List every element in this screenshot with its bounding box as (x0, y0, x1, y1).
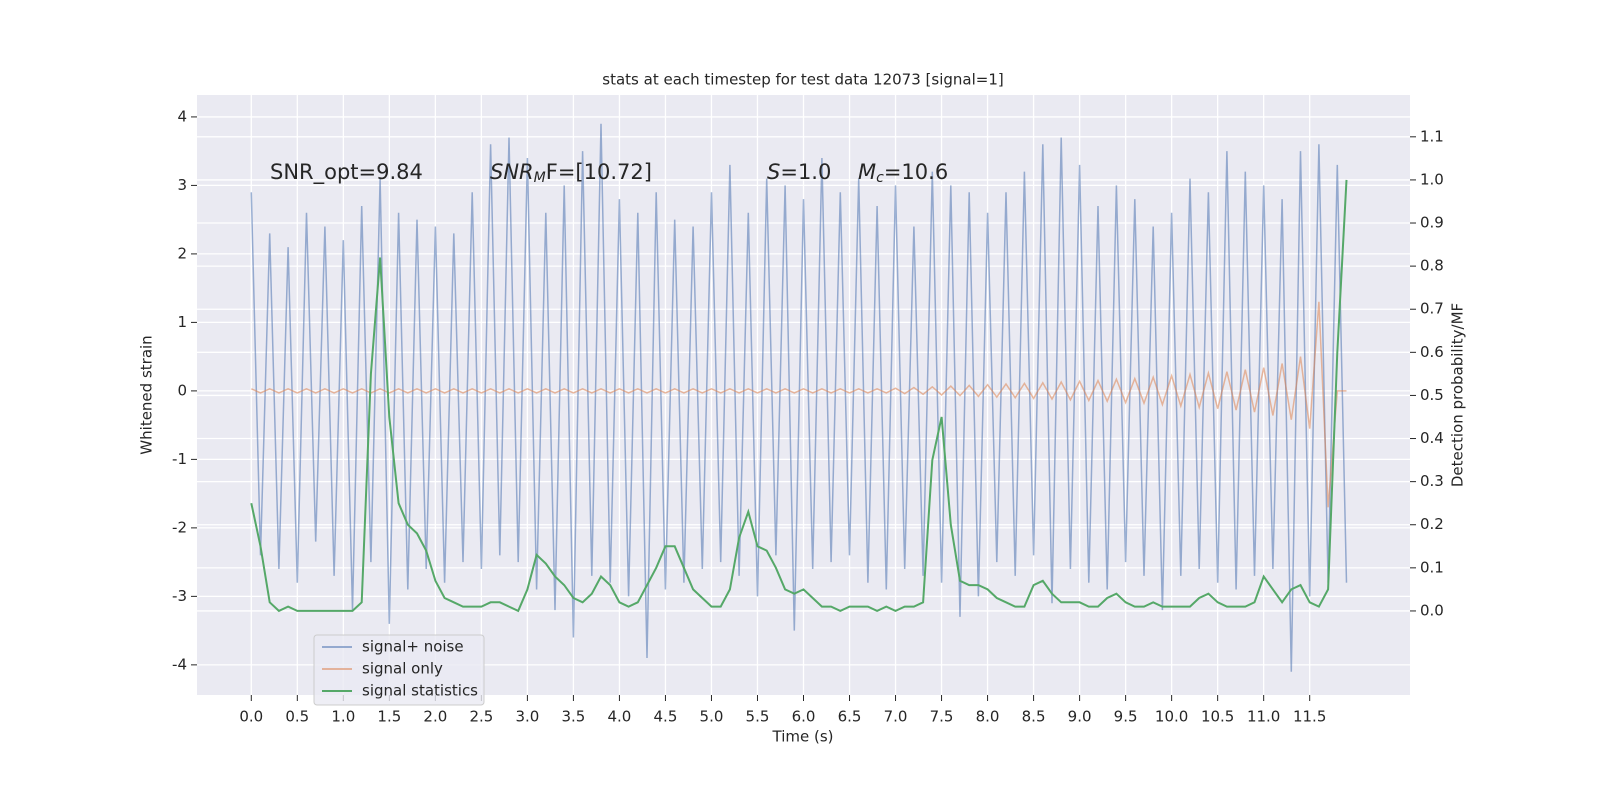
y-tick-label: 2 (177, 244, 187, 262)
x-tick-label: 4.5 (654, 708, 678, 726)
legend-label: signal+ noise (362, 638, 464, 656)
x-tick-label: 4.0 (608, 708, 632, 726)
annotation-part: c (876, 170, 884, 186)
y-tick-label: -2 (172, 518, 187, 536)
annotation-part: M (858, 160, 876, 184)
y2-tick-label: 1.1 (1420, 127, 1444, 145)
x-tick-label: 1.0 (331, 708, 355, 726)
y2-tick-label: 0.0 (1420, 601, 1444, 619)
annotation: SNR_opt=9.84 (270, 160, 423, 185)
y2-tick-label: 0.8 (1420, 257, 1444, 275)
y-tick-label: 0 (177, 381, 187, 399)
x-tick-label: 0.0 (239, 708, 263, 726)
x-tick-label: 6.0 (792, 708, 816, 726)
y2-tick-label: 0.2 (1420, 515, 1444, 533)
annotation-part: S (767, 160, 780, 184)
legend-box (313, 634, 485, 706)
x-tick-label: 2.0 (423, 708, 447, 726)
y-tick-label: 4 (177, 107, 187, 125)
annotation: SNRMF=[10.72] (490, 160, 652, 186)
chart-title: stats at each timestep for test data 120… (602, 71, 1003, 89)
legend-label: signal statistics (362, 682, 478, 700)
y2-tick-label: 0.4 (1420, 429, 1444, 447)
annotation-part: =10.6 (884, 160, 948, 184)
x-tick-label: 7.5 (930, 708, 954, 726)
x-tick-label: 10.5 (1201, 708, 1234, 726)
legend-label: signal only (362, 660, 443, 678)
y2-tick-label: 0.3 (1420, 472, 1444, 490)
x-tick-label: 3.0 (515, 708, 539, 726)
y-axis-label: Whitened strain (138, 335, 156, 454)
series-line (250, 179, 1348, 613)
x-axis-label: Time (s) (772, 728, 834, 746)
y2-tick-label: 0.9 (1420, 214, 1444, 232)
x-tick-label: 11.0 (1247, 708, 1280, 726)
x-tick-label: 9.5 (1114, 708, 1138, 726)
x-tick-label: 2.5 (469, 708, 493, 726)
y-tick-label: 1 (177, 313, 187, 331)
y2-tick-label: 1.0 (1420, 170, 1444, 188)
annotation-part: F=[10.72] (546, 160, 652, 184)
y2-tick-label: 0.1 (1420, 558, 1444, 576)
x-tick-label: 6.5 (838, 708, 862, 726)
x-tick-label: 3.5 (561, 708, 585, 726)
x-tick-label: 0.5 (285, 708, 309, 726)
x-tick-label: 5.5 (746, 708, 770, 726)
annotation-part: SNR_opt=9.84 (270, 160, 423, 185)
y-tick-label: -4 (172, 655, 187, 673)
x-tick-label: 5.0 (700, 708, 724, 726)
y2-tick-label: 0.5 (1420, 386, 1444, 404)
x-tick-label: 11.5 (1293, 708, 1326, 726)
y2-axis-label: Detection probability/MF (1449, 303, 1467, 487)
annotation-part: =1.0 (780, 160, 831, 184)
x-tick-label: 1.5 (377, 708, 401, 726)
y2-tick-label: 0.6 (1420, 343, 1444, 361)
x-tick-label: 8.0 (976, 708, 1000, 726)
annotation: Mc=10.6 (858, 160, 948, 186)
x-tick-label: 9.0 (1068, 708, 1092, 726)
x-tick-label: 7.0 (884, 708, 908, 726)
y2-tick-label: 0.7 (1420, 300, 1444, 318)
series-line (250, 123, 1348, 672)
y-tick-label: -3 (172, 587, 187, 605)
x-tick-label: 10.0 (1155, 708, 1188, 726)
annotation: S=1.0 (767, 160, 831, 184)
y-tick-label: -1 (172, 450, 187, 468)
y-tick-label: 3 (177, 176, 187, 194)
annotation-part: M (534, 170, 546, 186)
annotation-part: SNR (490, 160, 534, 184)
series-line (250, 301, 1347, 508)
x-tick-label: 8.5 (1022, 708, 1046, 726)
